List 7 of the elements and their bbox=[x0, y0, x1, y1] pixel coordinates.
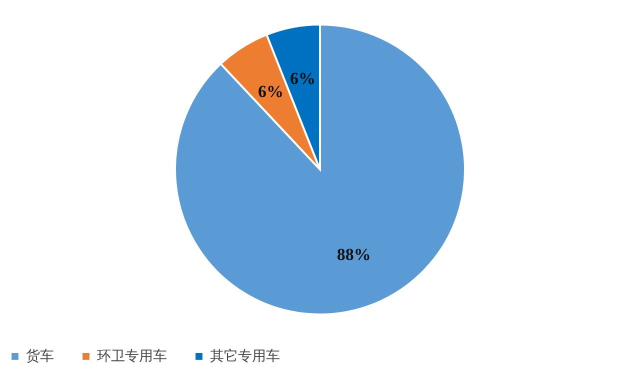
pie-slice bbox=[174, 24, 466, 316]
data-label: 6% bbox=[258, 82, 284, 101]
legend-label: 其它专用车 bbox=[210, 348, 280, 364]
legend-label: 货车 bbox=[26, 348, 54, 364]
legend-label: 环卫专用车 bbox=[97, 348, 167, 364]
data-label: 6% bbox=[290, 69, 316, 88]
data-label: 88% bbox=[336, 245, 371, 264]
